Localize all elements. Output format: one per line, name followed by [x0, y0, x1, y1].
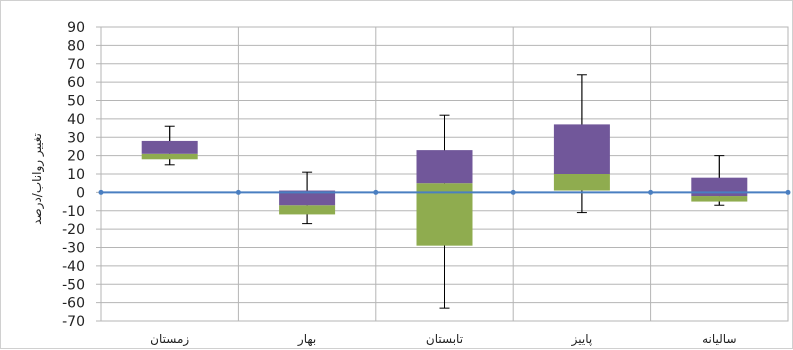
box-upper-segment	[279, 190, 336, 206]
box-lower-segment	[691, 196, 748, 202]
box-1	[141, 125, 198, 166]
y-axis-title: تغییر رواناب/درصد	[30, 133, 45, 225]
y-tick-label: 80	[67, 38, 85, 54]
baseline-marker	[373, 189, 379, 195]
box-upper-segment	[416, 150, 473, 184]
x-category-label: تابستان	[426, 332, 463, 346]
y-tick-labels: -70 -60 -50 -40 -30 -20 -10 0 10 20 30 40 50 60 70 80 90	[62, 20, 85, 330]
box-upper-segment	[141, 140, 198, 154]
y-tick-label: 60	[67, 75, 85, 91]
baseline-layer	[98, 189, 791, 195]
box-lower-segment	[141, 153, 198, 160]
y-tick-label: -30	[62, 241, 85, 257]
y-tick-label: -60	[62, 296, 85, 312]
y-tick-label: 10	[67, 167, 85, 183]
baseline-marker	[510, 189, 516, 195]
box-lower-segment	[553, 174, 610, 191]
baseline-marker	[98, 189, 104, 195]
box-3	[416, 114, 473, 309]
x-category-label: بهار	[297, 332, 316, 347]
y-tick-label: -50	[62, 277, 85, 293]
y-tick-label: 70	[67, 57, 85, 73]
y-tick-label: 20	[67, 149, 85, 165]
y-tick-label: -70	[62, 314, 85, 330]
y-tick-label: -20	[62, 222, 85, 238]
y-tick-label: -40	[62, 259, 85, 275]
box-4	[553, 74, 610, 214]
box-upper-segment	[553, 124, 610, 174]
baseline-marker	[648, 189, 654, 195]
y-tick-label: 50	[67, 94, 85, 110]
baseline-marker	[785, 189, 791, 195]
box-5	[691, 155, 748, 206]
y-tick-label: -10	[62, 204, 85, 220]
x-category-labels: زمستان بهار تابستان پاییز سالیانه	[150, 332, 736, 347]
x-category-label: زمستان	[150, 332, 189, 347]
y-tick-label: 30	[67, 130, 85, 146]
box-2	[279, 171, 336, 225]
box-lower-segment	[416, 183, 473, 246]
box-lower-segment	[279, 205, 336, 215]
x-category-label: سالیانه	[702, 332, 736, 346]
y-tick-label: 0	[76, 185, 85, 201]
y-tick-label: 40	[67, 112, 85, 128]
x-category-label: پاییز	[571, 332, 593, 347]
baseline-marker	[235, 189, 241, 195]
y-tick-label: 90	[67, 20, 85, 36]
